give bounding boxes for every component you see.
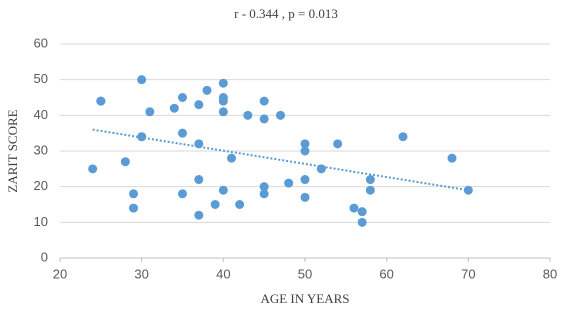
point: [284, 178, 294, 188]
point: [88, 164, 98, 174]
point: [259, 96, 269, 106]
point: [145, 107, 155, 117]
point: [202, 85, 212, 95]
point: [137, 75, 147, 85]
point: [259, 189, 269, 199]
point: [333, 139, 343, 149]
y-tick-label: 0: [41, 249, 48, 264]
point: [276, 110, 285, 120]
point: [169, 103, 179, 113]
y-tick-label: 60: [34, 35, 48, 50]
point: [129, 189, 138, 199]
point: [300, 175, 310, 185]
x-tick-label: 80: [543, 266, 557, 281]
x-tick-label: 70: [461, 266, 475, 281]
y-tick-label: 50: [34, 71, 48, 86]
point: [349, 203, 359, 213]
point: [243, 110, 253, 120]
point: [178, 128, 187, 138]
point: [447, 153, 457, 163]
x-tick-label: 60: [379, 266, 393, 281]
chart-title: r - 0.344 , p = 0.013: [234, 6, 338, 21]
point: [178, 189, 187, 199]
y-axis-label: ZARIT SCORE: [5, 109, 20, 192]
point: [194, 175, 204, 185]
point: [194, 210, 204, 220]
x-tick-label: 50: [298, 266, 312, 281]
point: [210, 200, 220, 209]
y-tick-label: 40: [34, 107, 48, 122]
point: [365, 175, 375, 185]
x-tick-label: 40: [216, 266, 230, 281]
point: [365, 185, 375, 195]
point: [218, 78, 228, 88]
point: [218, 185, 228, 195]
point: [259, 114, 269, 124]
x-tick-label: 30: [134, 266, 148, 281]
point: [300, 139, 310, 149]
point: [227, 153, 236, 163]
point: [300, 192, 310, 202]
point: [178, 93, 187, 102]
trendline: [92, 128, 469, 192]
point: [218, 107, 228, 117]
point: [259, 182, 269, 192]
point: [120, 157, 130, 167]
y-tick-label: 10: [34, 214, 48, 229]
point: [129, 203, 138, 213]
y-tick-label: 20: [34, 178, 48, 193]
point: [96, 96, 106, 106]
point: [218, 96, 228, 106]
point: [357, 207, 367, 217]
x-tick-label: 20: [53, 266, 67, 281]
point: [235, 200, 245, 209]
point: [194, 100, 204, 110]
point: [300, 146, 310, 156]
x-axis-label: AGE IN YEARS: [260, 291, 349, 306]
point: [398, 132, 408, 142]
point: [357, 217, 367, 227]
y-tick-label: 30: [34, 142, 48, 157]
